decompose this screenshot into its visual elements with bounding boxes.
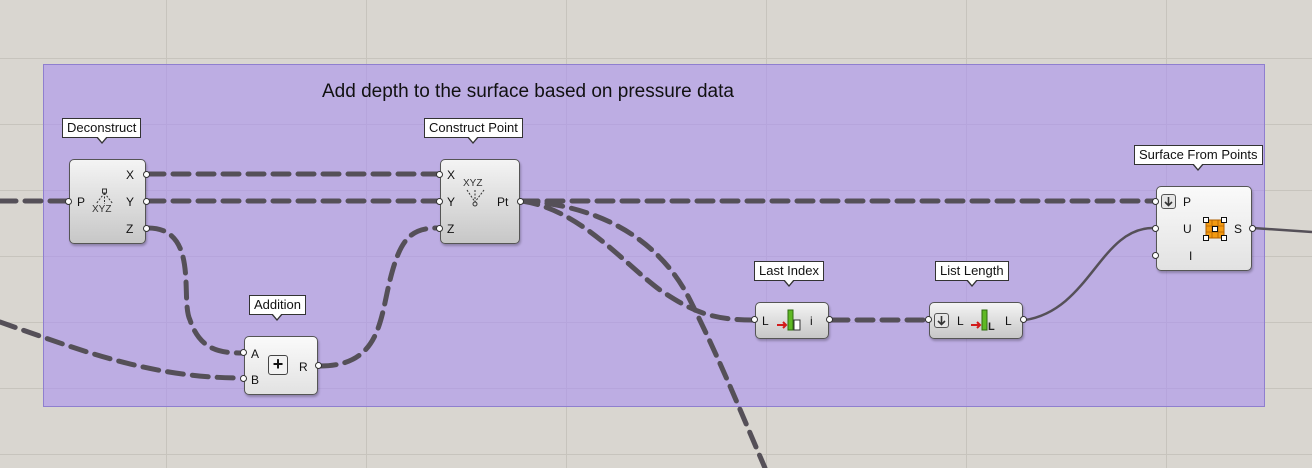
list-length-input-l[interactable]: L [957,314,964,328]
deconstruct-output-x[interactable]: X [126,168,135,182]
last-index-input-l[interactable]: L [762,314,769,328]
wire-pt-l[interactable] [519,198,755,323]
deconstruct-label: Deconstruct [62,118,142,144]
construct-point-grip-y[interactable] [436,198,443,205]
surface-grid-icon [1203,217,1227,241]
last-index-grip-l[interactable] [751,316,758,323]
deconstruct-output-z[interactable]: Z [126,222,134,236]
last-index-label: Last Index [754,261,824,287]
surface-from-points-grip-p[interactable] [1152,198,1159,205]
surface-from-points-output-s[interactable]: S [1234,222,1243,236]
addition-grip-a[interactable] [240,349,247,356]
addition-component[interactable]: A B R + [244,336,318,395]
list-length-label: List Length [935,261,1009,287]
list-length-icon: L [971,309,995,333]
deconstruct-grip-p[interactable] [65,198,72,205]
construct-point-grip-x[interactable] [436,171,443,178]
flatten-icon[interactable] [934,313,949,328]
deconstruct-output-y[interactable]: Y [126,195,135,209]
deconstruct-icon-text: XYZ [92,204,112,215]
deconstruct-grip-z[interactable] [143,225,150,232]
addition-grip-r[interactable] [315,362,322,369]
construct-point-input-y[interactable]: Y [447,195,456,209]
list-length-component[interactable]: L L L [929,302,1023,339]
wire-l-u[interactable] [1024,226,1154,322]
list-length-grip-l-in[interactable] [925,316,932,323]
surface-from-points-grip-i[interactable] [1152,252,1159,259]
deconstruct-grip-y[interactable] [143,198,150,205]
surface-from-points-input-p[interactable]: P [1183,195,1192,209]
surface-from-points-label: Surface From Points [1134,145,1263,171]
wire-z-a[interactable] [145,225,245,356]
wire-s-out[interactable] [1252,226,1312,234]
addition-input-a[interactable]: A [251,347,260,361]
last-index-icon [777,309,801,331]
wire-in-b[interactable] [0,319,245,381]
surface-from-points-input-i[interactable]: I [1189,249,1193,263]
construct-point-component[interactable]: X Y Z Pt XYZ [440,159,520,244]
plus-icon: + [268,355,288,375]
wire-pt-out[interactable] [519,198,768,468]
deconstruct-component[interactable]: P X Y Z XYZ [69,159,146,244]
construct-point-label: Construct Point [424,118,523,144]
construct-point-output-pt[interactable]: Pt [497,195,509,209]
surface-from-points-component[interactable]: P U I S [1156,186,1252,271]
addition-grip-b[interactable] [240,375,247,382]
deconstruct-point-icon [95,188,114,205]
surface-from-points-grip-u[interactable] [1152,225,1159,232]
addition-output-r[interactable]: R [299,360,308,374]
wire-r-z[interactable] [317,225,440,369]
addition-label: Addition [249,295,306,321]
construct-point-grip-z[interactable] [436,225,443,232]
deconstruct-input-p[interactable]: P [77,195,86,209]
construct-point-grip-pt[interactable] [517,198,524,205]
surface-from-points-input-u[interactable]: U [1183,222,1192,236]
construct-point-input-z[interactable]: Z [447,222,455,236]
group-title: Add depth to the surface based on pressu… [322,81,734,102]
construct-point-icon [466,189,485,207]
list-length-output-l[interactable]: L [1005,314,1012,328]
flatten-icon[interactable] [1161,194,1176,209]
deconstruct-grip-x[interactable] [143,171,150,178]
last-index-component[interactable]: L i [755,302,829,339]
surface-from-points-grip-s[interactable] [1249,225,1256,232]
construct-point-input-x[interactable]: X [447,168,456,182]
last-index-grip-i[interactable] [826,316,833,323]
list-length-grip-l-out[interactable] [1020,316,1027,323]
svg-text:L: L [988,321,995,333]
last-index-output-i[interactable]: i [810,314,813,328]
addition-input-b[interactable]: B [251,373,260,387]
construct-point-icon-text: XYZ [463,178,483,189]
